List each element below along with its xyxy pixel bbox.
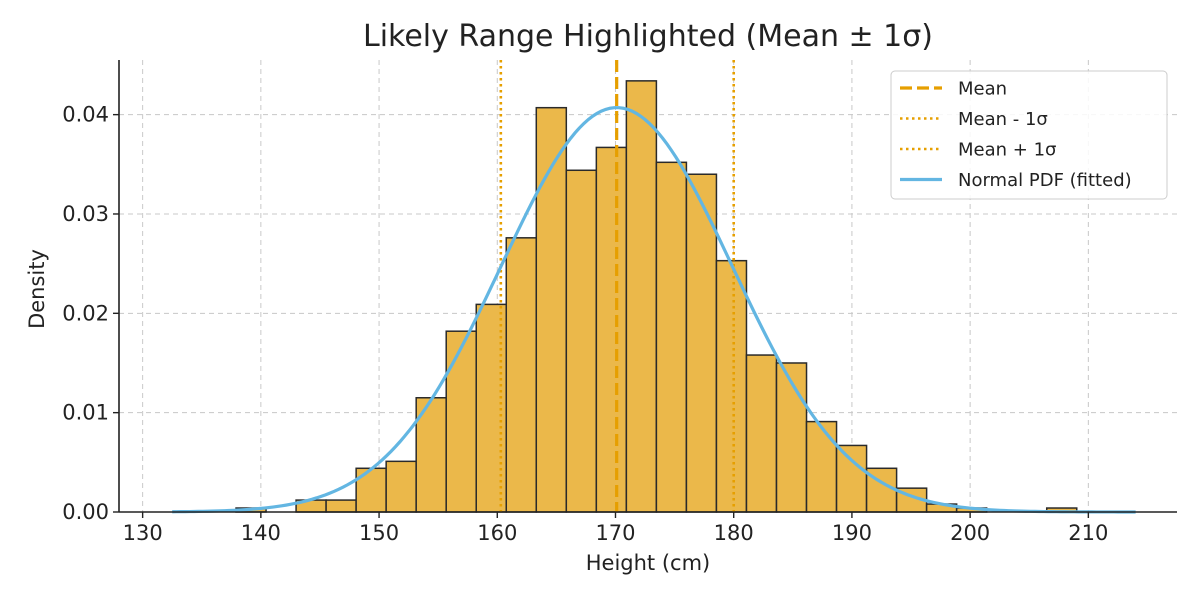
legend-normal-pdf-label: Normal PDF (fitted) (958, 170, 1132, 191)
histogram-bar (745, 354, 778, 513)
normal-pdf-curve (172, 106, 1136, 514)
histogram-bar (445, 330, 477, 513)
x-tick-label: 170 (595, 521, 635, 545)
y-axis-label: Density (25, 249, 49, 329)
chart-title: Likely Range Highlighted (Mean ± 1σ) (363, 19, 933, 54)
legend-mean-label: Mean (958, 79, 1007, 100)
x-axis-ticks: 130 140 150 160 170 180 190 200 210 (123, 512, 1108, 545)
x-tick-label: 140 (241, 521, 281, 545)
y-tick-label: 0.01 (62, 401, 109, 425)
x-tick-label: 200 (950, 521, 990, 545)
x-tick-label: 150 (359, 521, 399, 545)
y-tick-label: 0.02 (62, 301, 109, 325)
x-tick-label: 130 (123, 521, 163, 545)
axes (118, 60, 1177, 513)
histogram-bar (595, 146, 628, 513)
histogram-bar (535, 106, 568, 513)
histogram-bars (235, 80, 1078, 513)
legend-box (890, 70, 1168, 200)
x-tick-label: 180 (714, 521, 754, 545)
histogram-bar (625, 80, 658, 513)
histogram-bar (565, 169, 598, 513)
y-tick-label: 0.03 (62, 202, 109, 226)
y-tick-label: 0.04 (62, 103, 109, 127)
x-axis-label: Height (cm) (586, 551, 710, 575)
histogram-bar (655, 161, 688, 513)
legend-mean-plus-sigma-label: Mean + 1σ (958, 140, 1056, 161)
histogram-bar (775, 362, 808, 513)
histogram-bar (715, 259, 748, 513)
x-tick-label: 210 (1068, 521, 1108, 545)
histogram-bar (385, 460, 417, 513)
histogram-bar (505, 237, 538, 513)
histogram-bar (355, 467, 387, 513)
y-axis-ticks: 0.00 0.01 0.02 0.03 0.04 (62, 103, 119, 524)
histogram-bar (325, 499, 357, 513)
y-tick-label: 0.00 (62, 500, 109, 524)
legend: Mean Mean - 1σ Mean + 1σ Normal PDF (fitted… (890, 70, 1168, 200)
histogram-bar (835, 444, 868, 513)
x-tick-label: 190 (832, 521, 872, 545)
legend-mean-minus-sigma-label: Mean - 1σ (958, 109, 1048, 130)
histogram-bar (805, 420, 838, 513)
histogram-bar (685, 173, 718, 513)
reference-lines (499, 60, 736, 512)
x-tick-label: 160 (477, 521, 517, 545)
